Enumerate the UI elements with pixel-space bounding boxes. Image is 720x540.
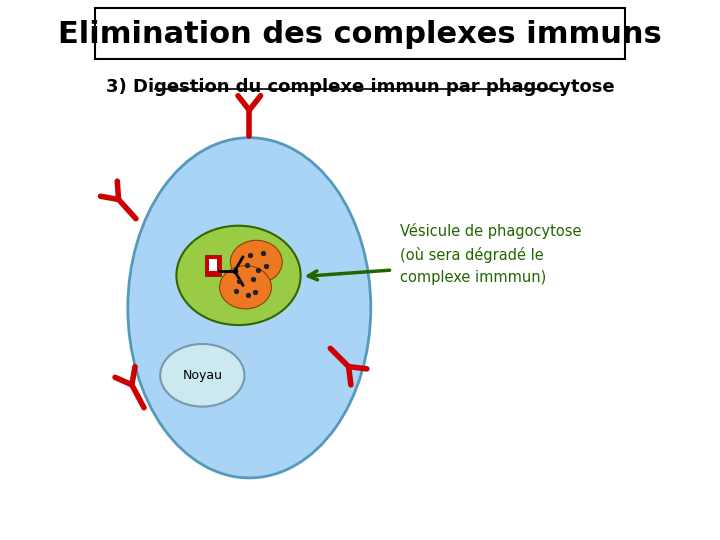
Text: 3) Digestion du complexe immun par phagocytose: 3) Digestion du complexe immun par phago… bbox=[106, 78, 614, 96]
FancyBboxPatch shape bbox=[205, 255, 221, 276]
FancyBboxPatch shape bbox=[210, 259, 217, 271]
Text: Elimination des complexes immuns: Elimination des complexes immuns bbox=[58, 19, 662, 49]
Ellipse shape bbox=[230, 240, 282, 284]
Text: Vésicule de phagocytose
(où sera dégradé le
complexe immmun): Vésicule de phagocytose (où sera dégradé… bbox=[400, 223, 582, 285]
Ellipse shape bbox=[128, 138, 371, 478]
Ellipse shape bbox=[220, 266, 271, 309]
FancyBboxPatch shape bbox=[96, 8, 625, 59]
Ellipse shape bbox=[176, 226, 301, 325]
Ellipse shape bbox=[160, 344, 245, 407]
Text: Noyau: Noyau bbox=[182, 369, 222, 382]
